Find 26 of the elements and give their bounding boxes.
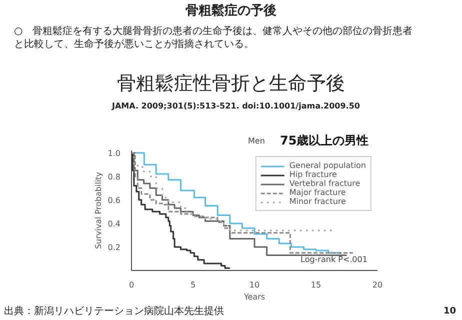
chart-subtitle: 骨粗鬆症性骨折と生命予後 (117, 71, 345, 96)
text: ○ 骨粗鬆症を有する大腿骨骨折の患者の生命予後は、健常人やその他の部位の骨折患者と比較して、生命予後が悪いことが指摘されている。 (14, 24, 413, 52)
y-tick-label: 0.6 (108, 196, 121, 205)
y-tick-label: 0.2 (108, 242, 121, 252)
x-tick-label: 0 (128, 280, 134, 290)
legend-label: General population (289, 161, 366, 170)
x-axis-title: Years (242, 292, 266, 302)
y-axis-title: Survival Probability (94, 172, 103, 250)
y-tick-label: 0.8 (108, 172, 121, 182)
x-tick-label: 15 (310, 280, 322, 290)
text: 10 (443, 306, 456, 318)
legend-label: Minor fracture (289, 197, 346, 206)
legend-label: Major fracture (289, 188, 346, 197)
legend-label: Hip fracture (289, 170, 337, 179)
annotation: Log-rank P<.001 (300, 254, 368, 264)
text: Men (248, 135, 265, 147)
y-tick-label: 1.0 (108, 148, 121, 158)
y-tick-label: 0.4 (108, 219, 121, 228)
text: 75歳以上の男性 (280, 132, 369, 150)
x-tick-label: 20 (372, 280, 383, 290)
x-tick-label: 5 (190, 280, 196, 290)
text: JAMA. 2009;301(5):513-521. doi:10.1001/jama.2009.50 (112, 100, 360, 112)
chart-title: 骨粗鬆症の予後 (186, 2, 276, 21)
source-note: 出典：新潟リハビリテーション病院山本先生提供 (4, 304, 224, 319)
x-tick-label: 10 (249, 280, 260, 290)
legend-label: Vertebral fracture (289, 179, 360, 188)
